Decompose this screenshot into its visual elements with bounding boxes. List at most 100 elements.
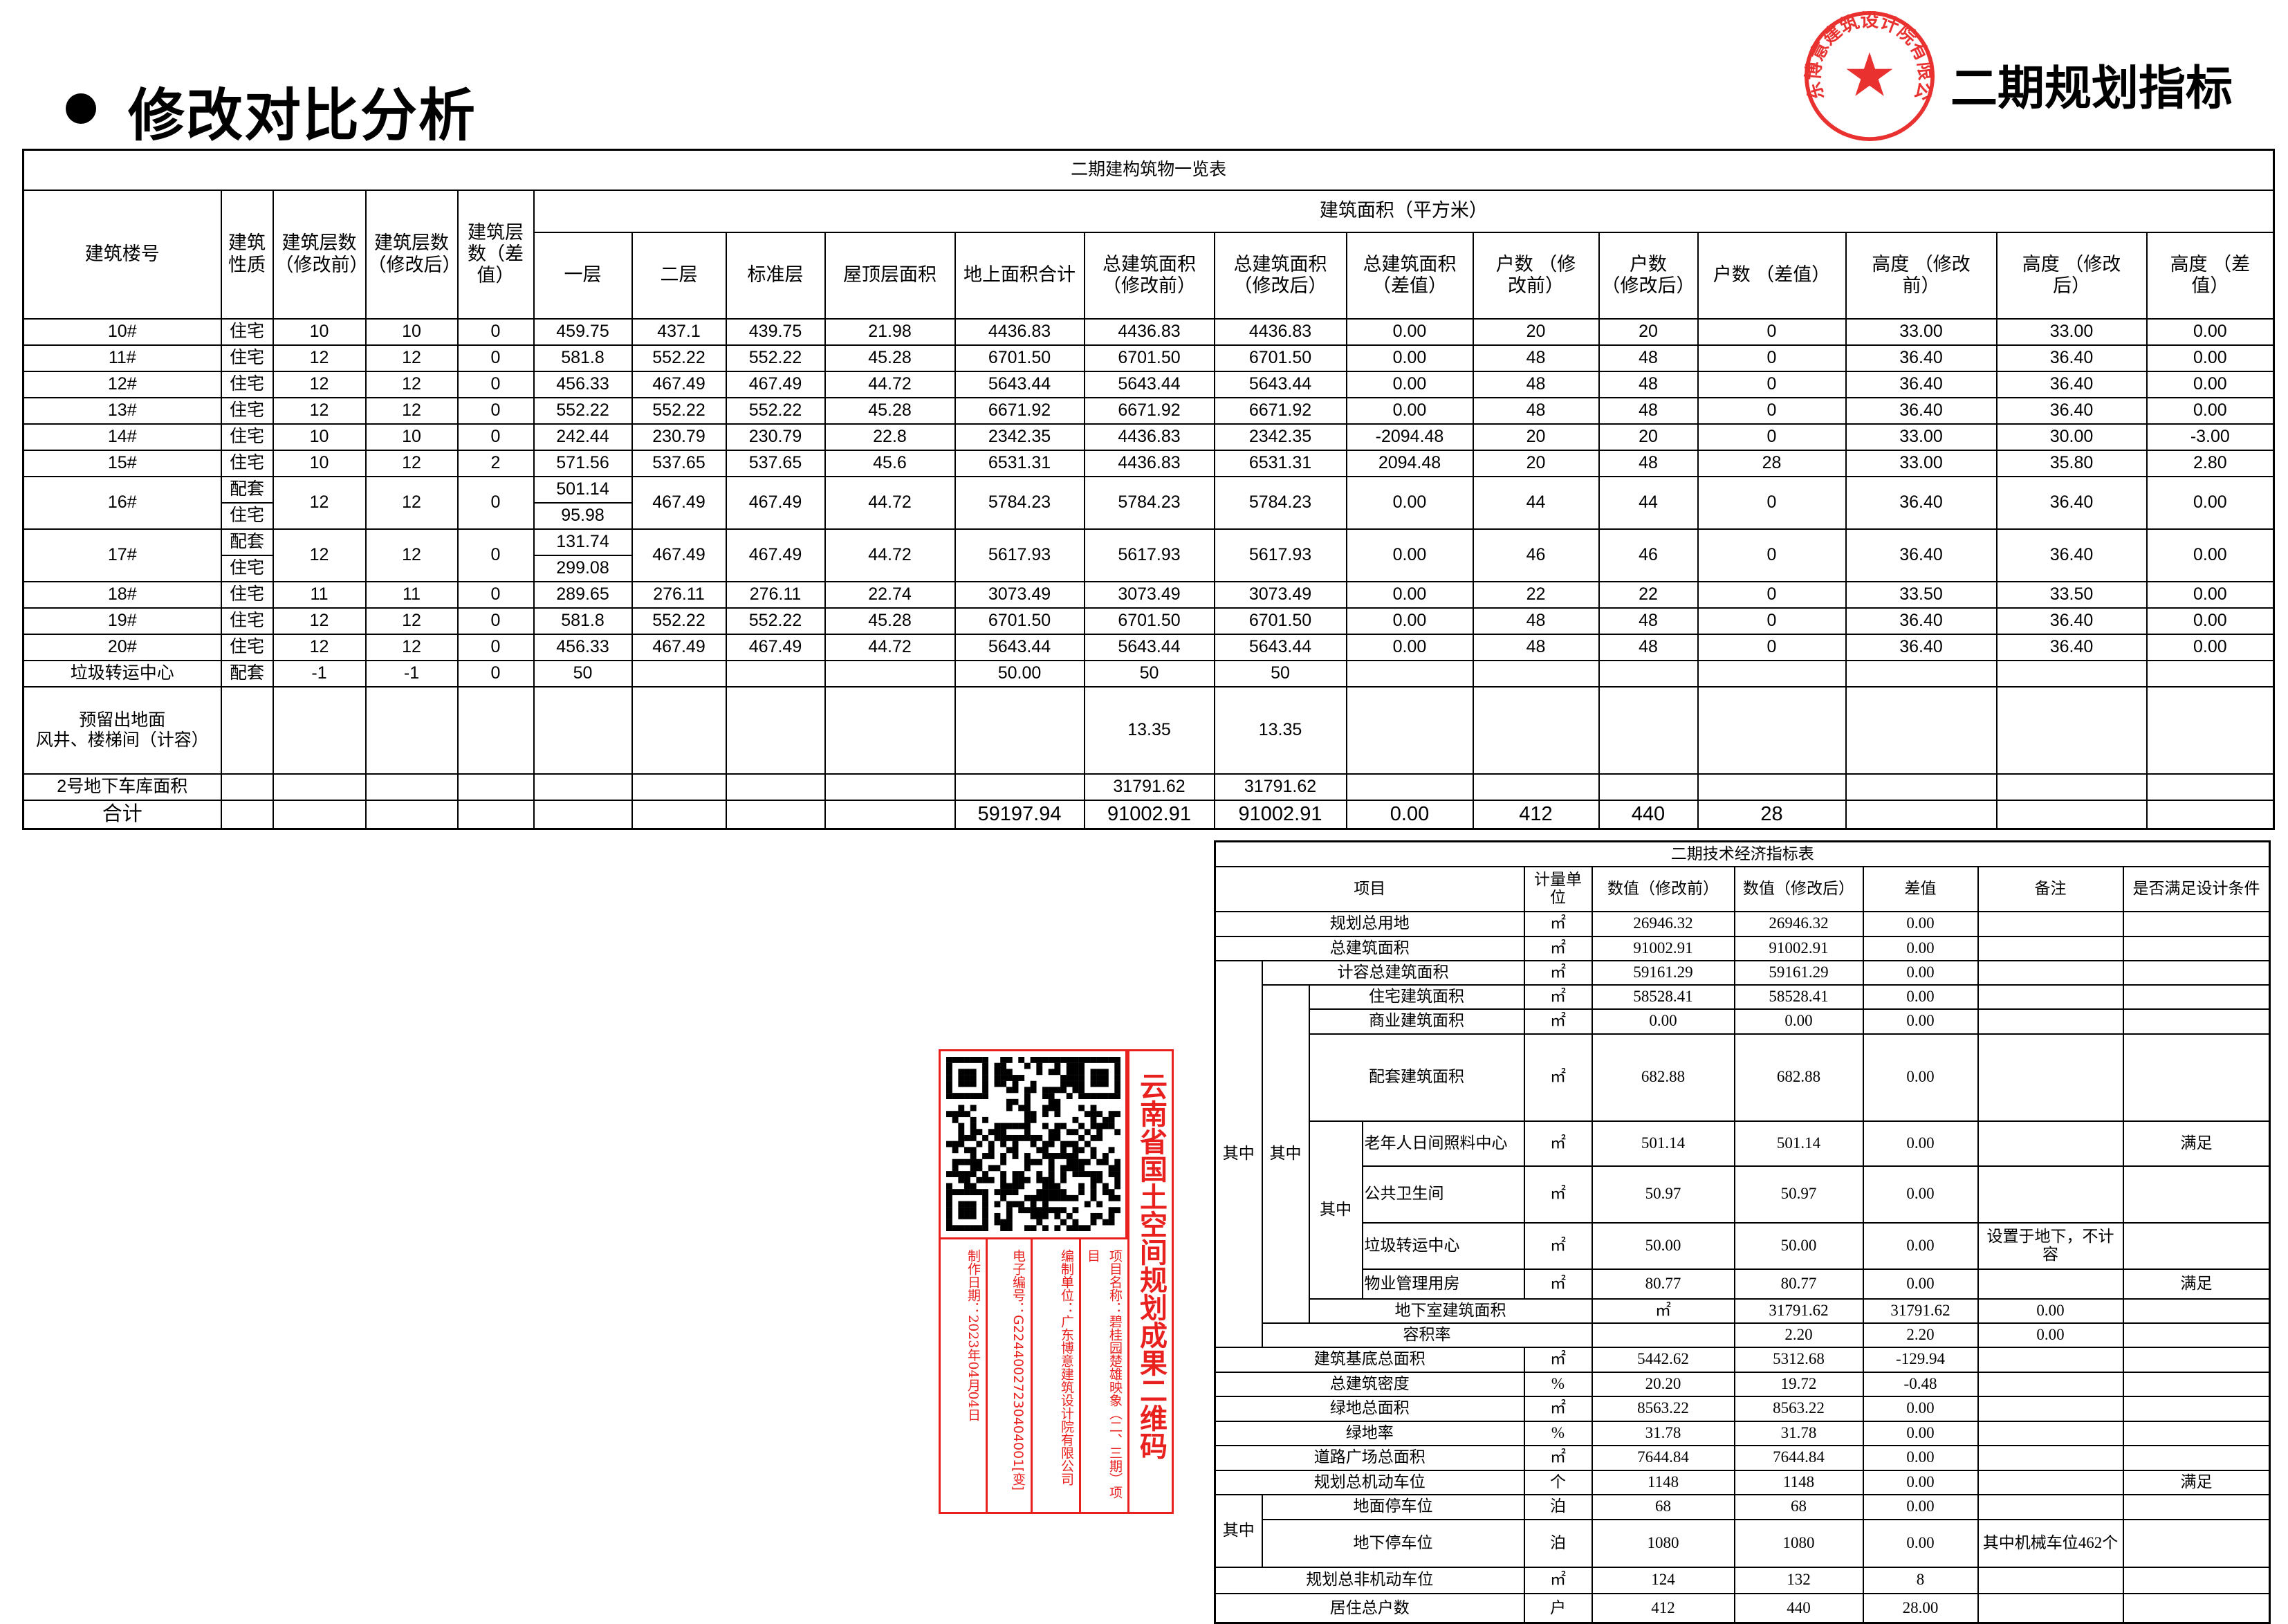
table-cell: 0.00 (1862, 1395, 1979, 1422)
item-label: 建筑基底总面积 (1214, 1346, 1525, 1373)
table-cell: 0.00 (1345, 344, 1474, 372)
table-cell: 1080 (1591, 1518, 1735, 1568)
table-cell: 0.00 (1862, 1268, 1979, 1300)
table-cell (1977, 1268, 2124, 1300)
column-header: 建筑层数 （修改后） (365, 189, 459, 320)
table-cell: 0.00 (1862, 1120, 1979, 1167)
table-row: 垃圾转运中心 配套 -1 -1 0 50 50.00 50 50 (22, 659, 2275, 688)
table-cell: 46 (1598, 528, 1699, 582)
table-cell (1977, 1346, 2124, 1373)
table-cell (2122, 910, 2271, 937)
qr-code[interactable] (946, 1057, 1120, 1231)
table-cell: 0 (456, 580, 535, 609)
table-cell (2122, 1592, 2271, 1624)
column-header: 建筑层数 （修改前） (272, 189, 367, 320)
table-cell: 45.6 (824, 449, 956, 477)
table-cell: 12 (272, 344, 367, 372)
table-row: 预留出地面 风井、楼梯间（计容） 13.35 13.35 (22, 685, 2275, 775)
table-cell: 0 (456, 370, 535, 398)
item-label: 地面停车位 (1261, 1493, 1525, 1520)
table-cell: 7644.84 (1591, 1444, 1735, 1471)
table-cell: -0.48 (1862, 1371, 1979, 1397)
table-cell: 满足 (2122, 1120, 2271, 1167)
table-cell: 12 (272, 396, 367, 425)
table-cell (1977, 1165, 2124, 1224)
table-cell: % (1523, 1420, 1593, 1446)
page-title: 修改对比分析 (128, 84, 477, 147)
item-label: 物业管理用房 (1361, 1268, 1525, 1300)
table-cell: 552.22 (725, 607, 826, 635)
table-cell: 0.00 (1345, 580, 1474, 609)
table-cell: 12 (365, 607, 459, 635)
table-cell: 垃圾转运中心 (22, 659, 222, 688)
item-label: 道路广场总面积 (1214, 1444, 1525, 1471)
table-cell: 18# (22, 580, 222, 609)
table-cell: 8563.22 (1591, 1395, 1735, 1422)
table-cell: 6671.92 (1083, 396, 1215, 425)
table-cell (1591, 1322, 1735, 1348)
table-cell: 58528.41 (1591, 984, 1735, 1010)
table-cell: 0 (456, 317, 535, 346)
table-cell: 682.88 (1733, 1033, 1864, 1122)
table-cell: 537.65 (631, 449, 727, 477)
table-cell: 19.72 (1733, 1371, 1864, 1397)
table-cell: 0.00 (1862, 1008, 1979, 1035)
item-label: 居住总户数 (1214, 1592, 1525, 1624)
column-header: 总建筑面积 （修改后） (1213, 231, 1347, 320)
table-cell: 预留出地面 风井、楼梯间（计容） (22, 685, 222, 775)
table-cell: 12# (22, 370, 222, 398)
table-row: 18# 住宅 11 11 0 289.65 276.11 276.11 22.74 3073.49… (22, 580, 2275, 609)
table-row: 地下停车位泊 1080 1080 0.00 其中机械车位462个 (1215, 1518, 2271, 1568)
table-cell: 0 (456, 423, 535, 451)
item-label: 住宅建筑面积 (1308, 984, 1525, 1010)
table-cell: 467.49 (725, 370, 826, 398)
table-cell: 5643.44 (1213, 633, 1347, 661)
table-cell: ㎡ (1523, 1346, 1593, 1373)
table-cell (1995, 659, 2148, 688)
table-cell: 12 (272, 475, 367, 530)
table-cell: 0.00 (2146, 396, 2275, 425)
table-cell: 467.49 (631, 528, 727, 582)
table-cell: 242.44 (533, 423, 633, 451)
table-cell: 3073.49 (1083, 580, 1215, 609)
table-row: 其中 地面停车位泊 68 68 0.00 (1214, 1493, 2271, 1568)
qr-heading: 云南省国土空间规划成果二维码 (1127, 1051, 1174, 1512)
table-cell: 2号地下车库面积 (22, 773, 222, 801)
table-cell (824, 659, 956, 688)
table-cell: ㎡ (1523, 935, 1593, 961)
column-header: 屋顶层面积 (824, 231, 956, 320)
table-cell: 13.35 (1083, 685, 1215, 775)
table-cell: 33.50 (1995, 580, 2148, 609)
table-cell (1472, 773, 1600, 801)
table-cell: 6701.50 (954, 607, 1085, 635)
table-row: 合计 59197.94 91002.91 91002.91 0.00 412 440 28 (22, 799, 2275, 830)
table-cell: 户 (1523, 1592, 1593, 1624)
table-cell: 501.14 (1733, 1120, 1864, 1167)
column-header: 户数 （修改后） (1598, 231, 1699, 320)
table-cell: 456.33 (533, 370, 633, 398)
table-row: 居住总户数户 412 440 28.00 (1214, 1592, 2271, 1624)
table-cell: 0 (456, 475, 535, 530)
table-row: 20# 住宅 12 12 0 456.33 467.49 467.49 44.72 5643.44… (22, 633, 2275, 661)
table-cell: 12 (365, 344, 459, 372)
table-cell (631, 685, 727, 775)
table-cell: 0.00 (1977, 1298, 2124, 1324)
table-cell: 6531.31 (1213, 449, 1347, 477)
table-cell: 36.40 (1845, 633, 1998, 661)
table-cell: 2342.35 (1213, 423, 1347, 451)
table-cell (272, 799, 367, 830)
table-cell: ㎡ (1523, 1008, 1593, 1035)
table-cell: 0.00 (2146, 633, 2275, 661)
table-cell (1977, 984, 2124, 1010)
table-row: 16# 配套 12 12 0 501.14 467.49 467.49 44.72 5784.23… (22, 475, 2275, 530)
table-cell (1472, 685, 1600, 775)
table-cell (1995, 799, 2148, 830)
table-cell: 36.40 (1995, 396, 2148, 425)
table-cell: 5643.44 (954, 370, 1085, 398)
item-label: 规划总用地 (1214, 910, 1525, 937)
qr-code-card: 云南省国土空间规划成果二维码 项目名称：碧桂园楚雄映象（二、三期）项目 编制单位… (939, 1049, 1174, 1514)
table-cell: 5312.68 (1733, 1346, 1864, 1373)
